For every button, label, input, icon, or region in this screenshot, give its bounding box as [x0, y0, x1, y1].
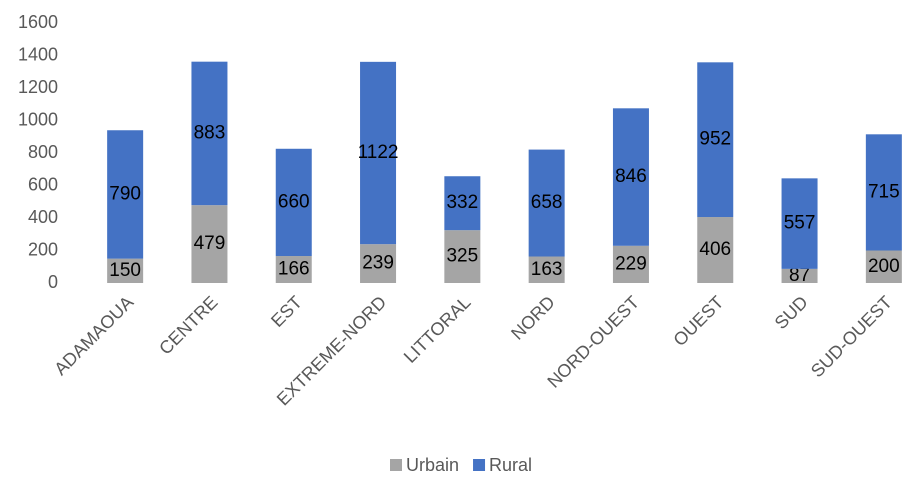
legend-label: Urbain	[406, 455, 459, 475]
bar-segment	[107, 258, 144, 283]
y-tick-label: 1600	[18, 12, 58, 32]
bar-segment	[528, 149, 565, 257]
data-label: 406	[699, 239, 731, 260]
y-tick-label: 1000	[18, 109, 58, 129]
legend-swatch	[390, 459, 402, 471]
x-tick-label: NORD-OUEST	[543, 292, 643, 392]
data-label: 239	[362, 253, 394, 274]
x-tick-label: LITTORAL	[400, 292, 475, 367]
data-label: 1122	[358, 142, 399, 163]
bar-segment	[107, 130, 144, 259]
x-tick-label: CENTRE	[155, 292, 221, 358]
y-tick-label: 200	[28, 239, 58, 259]
bar-segment	[612, 108, 649, 246]
data-label: 87	[789, 265, 810, 286]
x-tick-label: SUD	[771, 292, 812, 333]
legend-swatch	[473, 459, 486, 471]
bar-segment	[781, 178, 818, 269]
y-tick-label: 400	[28, 207, 58, 227]
x-tick-label: ADAMAOUA	[50, 292, 137, 379]
y-tick-label: 600	[28, 174, 58, 194]
data-label: 557	[784, 213, 816, 234]
y-tick-label: 1400	[18, 44, 58, 64]
bar-segment	[528, 256, 565, 283]
bar-segment	[275, 148, 312, 257]
x-tick-label: EST	[267, 292, 306, 331]
data-label: 229	[615, 253, 647, 274]
data-label: 332	[446, 192, 478, 213]
bar-segment	[360, 61, 397, 245]
bar-segment	[865, 134, 902, 251]
data-label: 846	[615, 166, 647, 187]
bar-segment	[275, 256, 312, 283]
data-label: 952	[699, 129, 731, 150]
y-tick-label: 1200	[18, 77, 58, 97]
bar-segment	[612, 245, 649, 283]
data-label: 715	[868, 181, 900, 202]
data-label: 883	[194, 122, 226, 143]
bar-segment	[360, 244, 397, 283]
data-label: 325	[446, 246, 478, 267]
data-label: 166	[278, 259, 310, 280]
data-label: 790	[109, 183, 141, 204]
bar-segment	[444, 176, 481, 231]
data-label: 660	[278, 191, 310, 212]
bar-segment	[865, 250, 902, 283]
bar-segment	[191, 205, 228, 283]
data-label: 479	[194, 233, 226, 254]
bar-segment	[697, 62, 734, 218]
bar-segment	[444, 230, 481, 283]
bar-segment	[191, 61, 228, 206]
data-label: 163	[531, 259, 563, 280]
legend-label: Rural	[489, 455, 532, 475]
y-tick-label: 0	[48, 272, 58, 292]
data-label: 200	[868, 256, 900, 277]
y-tick-label: 800	[28, 142, 58, 162]
x-tick-label: OUEST	[669, 292, 727, 350]
data-label: 658	[531, 192, 563, 213]
data-label: 150	[109, 260, 141, 281]
x-tick-label: SUD-OUEST	[807, 292, 896, 381]
bar-segment	[781, 268, 818, 283]
bar-segment	[697, 217, 734, 283]
x-tick-label: NORD	[507, 292, 559, 344]
